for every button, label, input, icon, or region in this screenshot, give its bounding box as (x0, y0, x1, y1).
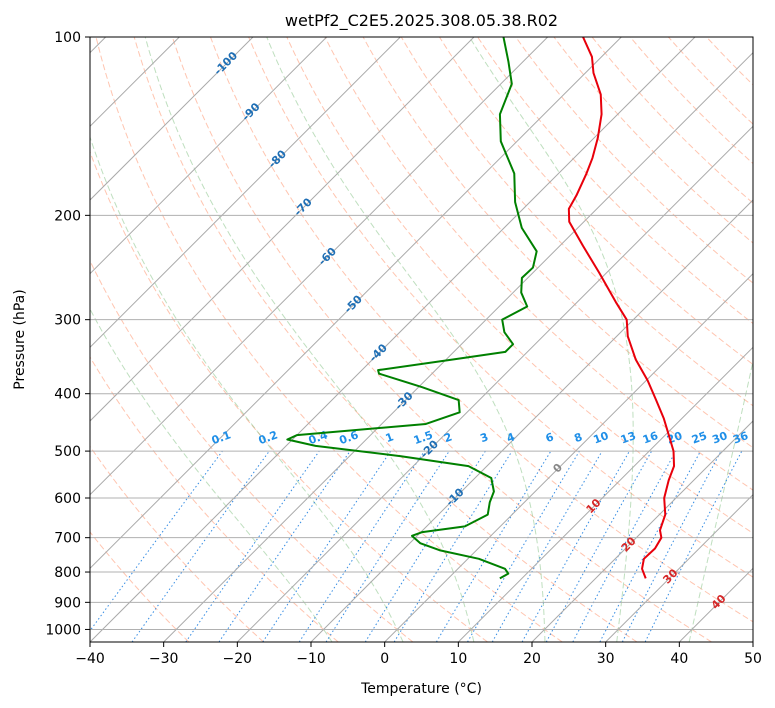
y-tick-label: 800 (54, 565, 81, 581)
y-tick-label: 700 (54, 531, 81, 547)
y-axis-label: Pressure (hPa) (12, 289, 28, 389)
isotherms (90, 37, 753, 642)
isotherm-line (384, 272, 753, 642)
mixing-ratio-line (262, 450, 392, 642)
x-tick-label: −40 (75, 651, 105, 667)
mixing-ratio-line (572, 450, 677, 642)
y-tick-label: 1000 (45, 622, 81, 638)
isotherm-line (90, 37, 254, 201)
pressure-gridlines (90, 37, 753, 630)
y-tick-label: 400 (54, 387, 81, 403)
y-tick-label: 300 (54, 313, 81, 329)
isotherm-line (90, 37, 401, 349)
isotherm-line (531, 420, 753, 642)
x-tick-label: 30 (597, 651, 615, 667)
dry-adiabat-line (90, 445, 264, 642)
moist-adiabat-line (90, 135, 404, 642)
isotherm-line (90, 37, 622, 570)
x-tick-label: −10 (296, 651, 326, 667)
mixing-ratio-label: 1.5 (412, 428, 435, 447)
isotherm-line (310, 199, 753, 642)
mixing-ratio-line (185, 450, 320, 642)
dewpoint-line (286, 37, 538, 580)
dry-adiabat-line (95, 37, 563, 642)
mixing-ratio-label: 4 (505, 430, 517, 445)
mixing-ratio-label: 3 (478, 430, 490, 445)
x-tick-label: 40 (670, 651, 688, 667)
mixing-ratio-line (393, 450, 513, 642)
x-axis: −40 −30 −20 −10 0 10 20 30 40 50 (75, 642, 762, 667)
chart-title: wetPf2_C2E5.2025.308.05.38.R02 (285, 11, 558, 31)
mixing-ratio-line (644, 450, 743, 642)
mixing-ratio-line (325, 450, 450, 642)
mixing-ratio-label: 2 (442, 430, 454, 445)
x-tick-label: 10 (449, 651, 467, 667)
x-tick-label: −30 (149, 651, 179, 667)
moist-adiabat-line (266, 37, 546, 642)
dry-adiabat-line (210, 37, 753, 623)
x-axis-label: Temperature (°C) (360, 681, 482, 697)
mixing-ratio-label: 13 (619, 429, 638, 446)
mixing-ratio-label: 6 (544, 430, 556, 445)
mixing-ratio-label: 30 (710, 429, 729, 447)
dry-adiabat-line (90, 150, 488, 642)
mixing-ratio-label: 16 (641, 429, 660, 447)
y-tick-label: 900 (54, 595, 81, 611)
plot-area: -100-90-80-70-60-50-40-30-20-10010203040… (90, 37, 753, 642)
dry-adiabat-line (400, 37, 753, 407)
mixing-ratio-line (218, 450, 351, 642)
mixing-ratio-line (545, 450, 653, 642)
mixing-ratio-line (521, 450, 630, 642)
isotherm-line (90, 37, 549, 496)
mixing-ratio-label: 1 (384, 430, 396, 445)
isotherm-line (90, 37, 696, 642)
temperature-line (567, 37, 676, 579)
y-tick-label: 100 (54, 30, 81, 46)
mixing-ratio-lines (90, 450, 743, 642)
mixing-ratio-label: 10 (592, 429, 611, 447)
moist-adiabat-line (688, 358, 753, 642)
mixing-ratio-label: 0.6 (338, 428, 361, 447)
x-tick-label: 0 (380, 651, 389, 667)
dry-adiabat-line (439, 37, 753, 366)
profile-series (286, 37, 676, 580)
isotherm-line (90, 37, 328, 275)
x-tick-label: 50 (744, 651, 762, 667)
dry-adiabat-line (248, 37, 753, 578)
isotherm-line (457, 346, 753, 642)
mixing-ratio-label: 25 (690, 429, 709, 446)
mixing-ratio-line (90, 450, 223, 632)
isotherm-line (605, 493, 753, 642)
dry-adiabat-line (90, 356, 339, 642)
dry-adiabat-line (515, 37, 753, 284)
mixing-ratio-line (298, 450, 425, 642)
y-axis: 100 200 300 400 500 600 700 800 900 1000 (45, 30, 90, 638)
isotherm-line (163, 51, 753, 642)
y-tick-label: 500 (54, 444, 81, 460)
mixing-ratio-line (131, 450, 270, 642)
dry-adiabat-line (133, 37, 638, 642)
y-tick-label: 600 (54, 491, 81, 507)
plot-frame (89, 36, 754, 643)
y-tick-label: 200 (54, 208, 81, 224)
x-tick-label: −20 (223, 651, 253, 667)
dry-adiabat-line (90, 531, 190, 642)
mixing-ratio-label: 0.1 (210, 428, 233, 447)
isotherm-line (90, 37, 475, 422)
x-tick-label: 20 (523, 651, 541, 667)
moist-adiabat-line (144, 37, 475, 642)
mixing-ratio-label: 36 (731, 429, 750, 447)
isotherm-line (236, 125, 753, 642)
mixing-ratio-label: 0.2 (257, 428, 280, 447)
mixing-ratio-label: 8 (572, 430, 584, 445)
